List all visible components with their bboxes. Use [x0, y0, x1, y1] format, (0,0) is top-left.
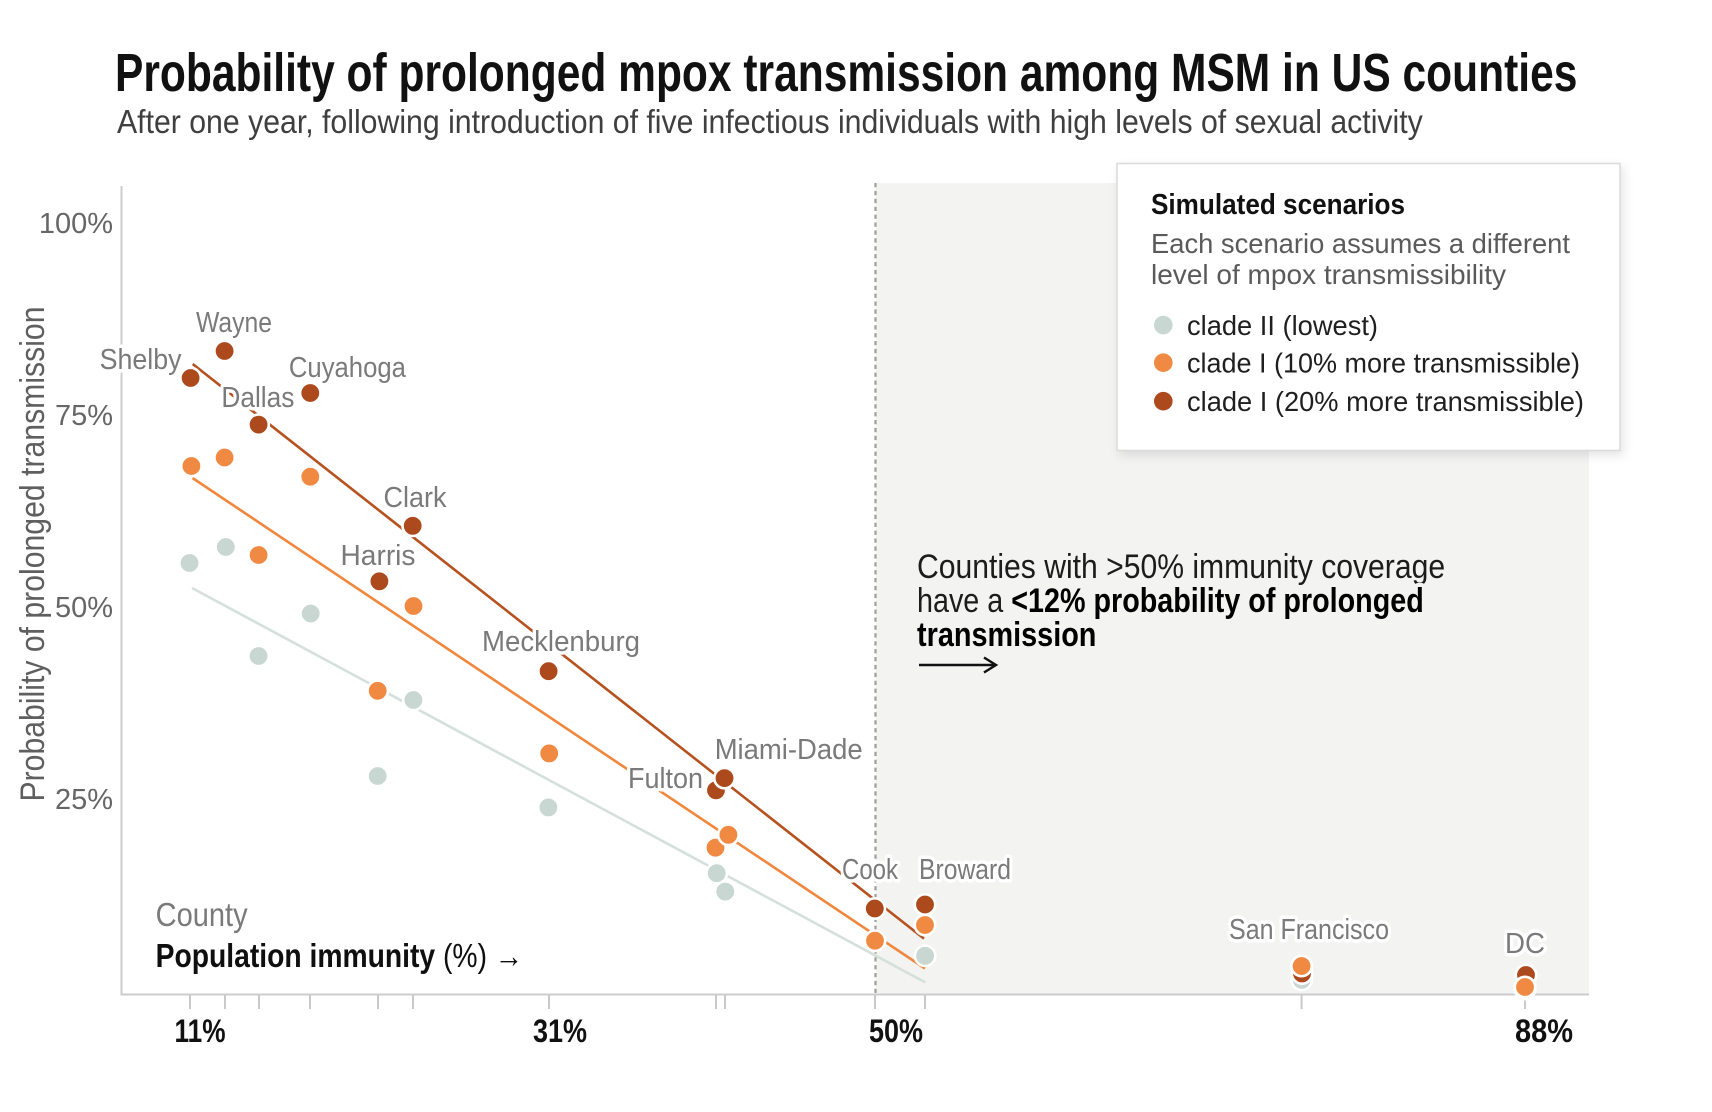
svg-text:Cuyahoga: Cuyahoga [289, 352, 407, 384]
svg-text:Cook: Cook [842, 854, 898, 886]
svg-text:Dallas: Dallas [221, 382, 294, 414]
svg-text:31%: 31% [533, 1013, 587, 1049]
svg-text:Simulated scenarios: Simulated scenarios [1151, 189, 1405, 221]
svg-text:level of mpox transmissibility: level of mpox transmissibility [1151, 259, 1506, 290]
svg-text:Probability of prolonged trans: Probability of prolonged transmission [14, 307, 52, 802]
svg-text:50%: 50% [869, 1013, 923, 1049]
svg-text:clade I (10% more transmissibl: clade I (10% more transmissible) [1187, 348, 1580, 379]
svg-text:transmission: transmission [917, 615, 1096, 654]
svg-text:Shelby: Shelby [100, 344, 182, 376]
svg-text:Broward: Broward [919, 854, 1011, 886]
svg-text:County: County [156, 896, 248, 933]
svg-text:clade I (20% more transmissibl: clade I (20% more transmissible) [1187, 386, 1584, 417]
svg-text:Harris: Harris [341, 540, 416, 572]
svg-text:50%: 50% [55, 592, 113, 624]
svg-text:Clark: Clark [384, 482, 447, 514]
svg-text:Population immunity (%) →: Population immunity (%) → [156, 937, 524, 975]
svg-text:have a <12% probability of pro: have a <12% probability of prolonged [917, 582, 1424, 620]
svg-text:DC: DC [1505, 928, 1545, 960]
svg-text:San Francisco: San Francisco [1229, 914, 1389, 946]
svg-text:Miami-Dade: Miami-Dade [715, 734, 863, 766]
svg-text:100%: 100% [39, 208, 113, 240]
svg-text:Probability of prolonged mpox: Probability of prolonged mpox transmissi… [115, 43, 1577, 103]
svg-text:75%: 75% [55, 400, 113, 432]
svg-text:clade II (lowest): clade II (lowest) [1187, 310, 1378, 341]
svg-text:Mecklenburg: Mecklenburg [482, 626, 640, 658]
svg-text:25%: 25% [55, 784, 113, 816]
svg-text:Each scenario assumes a differ: Each scenario assumes a different [1151, 228, 1570, 259]
svg-text:Wayne: Wayne [196, 307, 272, 339]
svg-text:Counties with >50% immunity co: Counties with >50% immunity coverage [917, 547, 1445, 585]
svg-text:88%: 88% [1515, 1013, 1573, 1049]
svg-text:After one year, following intr: After one year, following introduction o… [117, 103, 1423, 141]
svg-text:11%: 11% [175, 1013, 226, 1049]
svg-text:Fulton: Fulton [628, 763, 703, 795]
